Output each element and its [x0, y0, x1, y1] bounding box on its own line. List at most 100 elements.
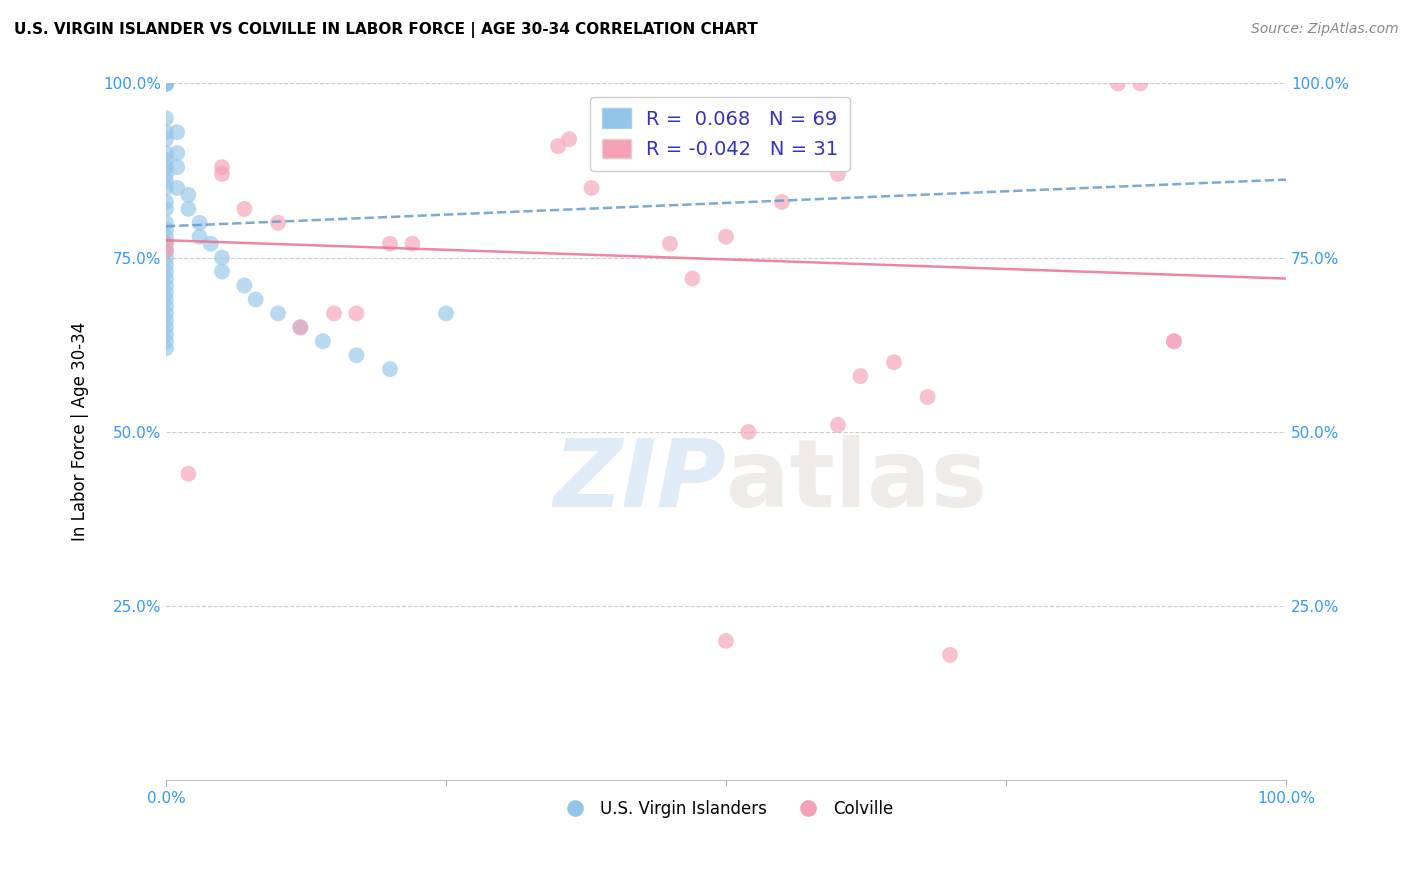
Point: [155, 223, 177, 237]
Point: [883, 355, 905, 369]
Point: [290, 320, 312, 334]
Point: [155, 167, 177, 181]
Point: [155, 77, 177, 91]
Point: [155, 132, 177, 146]
Point: [155, 77, 177, 91]
Point: [155, 77, 177, 91]
Point: [155, 194, 177, 209]
Point: [155, 334, 177, 349]
Point: [211, 167, 233, 181]
Point: [155, 293, 177, 307]
Point: [166, 181, 188, 195]
Point: [155, 341, 177, 355]
Point: [827, 167, 849, 181]
Point: [177, 202, 200, 216]
Point: [714, 229, 737, 244]
Point: [177, 188, 200, 202]
Point: [155, 236, 177, 251]
Text: atlas: atlas: [725, 434, 987, 526]
Point: [155, 77, 177, 91]
Point: [939, 648, 962, 662]
Point: [849, 369, 872, 384]
Point: [1107, 77, 1129, 91]
Point: [155, 77, 177, 91]
Point: [155, 77, 177, 91]
Point: [770, 194, 793, 209]
Point: [155, 327, 177, 342]
Point: [401, 236, 423, 251]
Point: [155, 258, 177, 272]
Point: [155, 77, 177, 91]
Point: [166, 125, 188, 139]
Point: [155, 320, 177, 334]
Point: [155, 77, 177, 91]
Point: [659, 236, 682, 251]
Point: [155, 77, 177, 91]
Point: [211, 160, 233, 174]
Point: [434, 306, 457, 320]
Point: [558, 132, 581, 146]
Point: [155, 77, 177, 91]
Point: [155, 181, 177, 195]
Point: [312, 334, 335, 349]
Point: [917, 390, 939, 404]
Point: [378, 362, 401, 376]
Point: [155, 77, 177, 91]
Point: [155, 153, 177, 167]
Point: [1129, 77, 1152, 91]
Point: [155, 300, 177, 314]
Point: [155, 77, 177, 91]
Point: [155, 77, 177, 91]
Point: [714, 634, 737, 648]
Point: [233, 202, 256, 216]
Point: [155, 306, 177, 320]
Y-axis label: In Labor Force | Age 30-34: In Labor Force | Age 30-34: [72, 322, 89, 541]
Point: [188, 216, 211, 230]
Point: [166, 160, 188, 174]
Point: [344, 348, 367, 362]
Point: [267, 216, 290, 230]
Point: [737, 425, 759, 439]
Point: [155, 264, 177, 278]
Point: [155, 216, 177, 230]
Point: [155, 244, 177, 258]
Legend: U.S. Virgin Islanders, Colville: U.S. Virgin Islanders, Colville: [551, 793, 900, 824]
Point: [200, 236, 222, 251]
Point: [177, 467, 200, 481]
Point: [1163, 334, 1185, 349]
Point: [155, 146, 177, 161]
Point: [155, 112, 177, 126]
Point: [378, 236, 401, 251]
Text: U.S. VIRGIN ISLANDER VS COLVILLE IN LABOR FORCE | AGE 30-34 CORRELATION CHART: U.S. VIRGIN ISLANDER VS COLVILLE IN LABO…: [14, 22, 758, 38]
Point: [155, 202, 177, 216]
Point: [166, 146, 188, 161]
Point: [681, 271, 703, 285]
Point: [188, 229, 211, 244]
Point: [211, 251, 233, 265]
Point: [155, 251, 177, 265]
Point: [581, 181, 603, 195]
Text: Source: ZipAtlas.com: Source: ZipAtlas.com: [1251, 22, 1399, 37]
Point: [233, 278, 256, 293]
Point: [1163, 334, 1185, 349]
Point: [155, 160, 177, 174]
Point: [155, 285, 177, 300]
Point: [547, 139, 569, 153]
Point: [323, 306, 346, 320]
Point: [155, 174, 177, 188]
Point: [155, 77, 177, 91]
Point: [155, 77, 177, 91]
Point: [267, 306, 290, 320]
Point: [344, 306, 367, 320]
Point: [155, 271, 177, 285]
Point: [155, 236, 177, 251]
Point: [155, 77, 177, 91]
Text: ZIP: ZIP: [553, 434, 725, 526]
Point: [290, 320, 312, 334]
Point: [155, 229, 177, 244]
Point: [827, 417, 849, 432]
Point: [155, 278, 177, 293]
Point: [155, 125, 177, 139]
Point: [155, 77, 177, 91]
Point: [211, 264, 233, 278]
